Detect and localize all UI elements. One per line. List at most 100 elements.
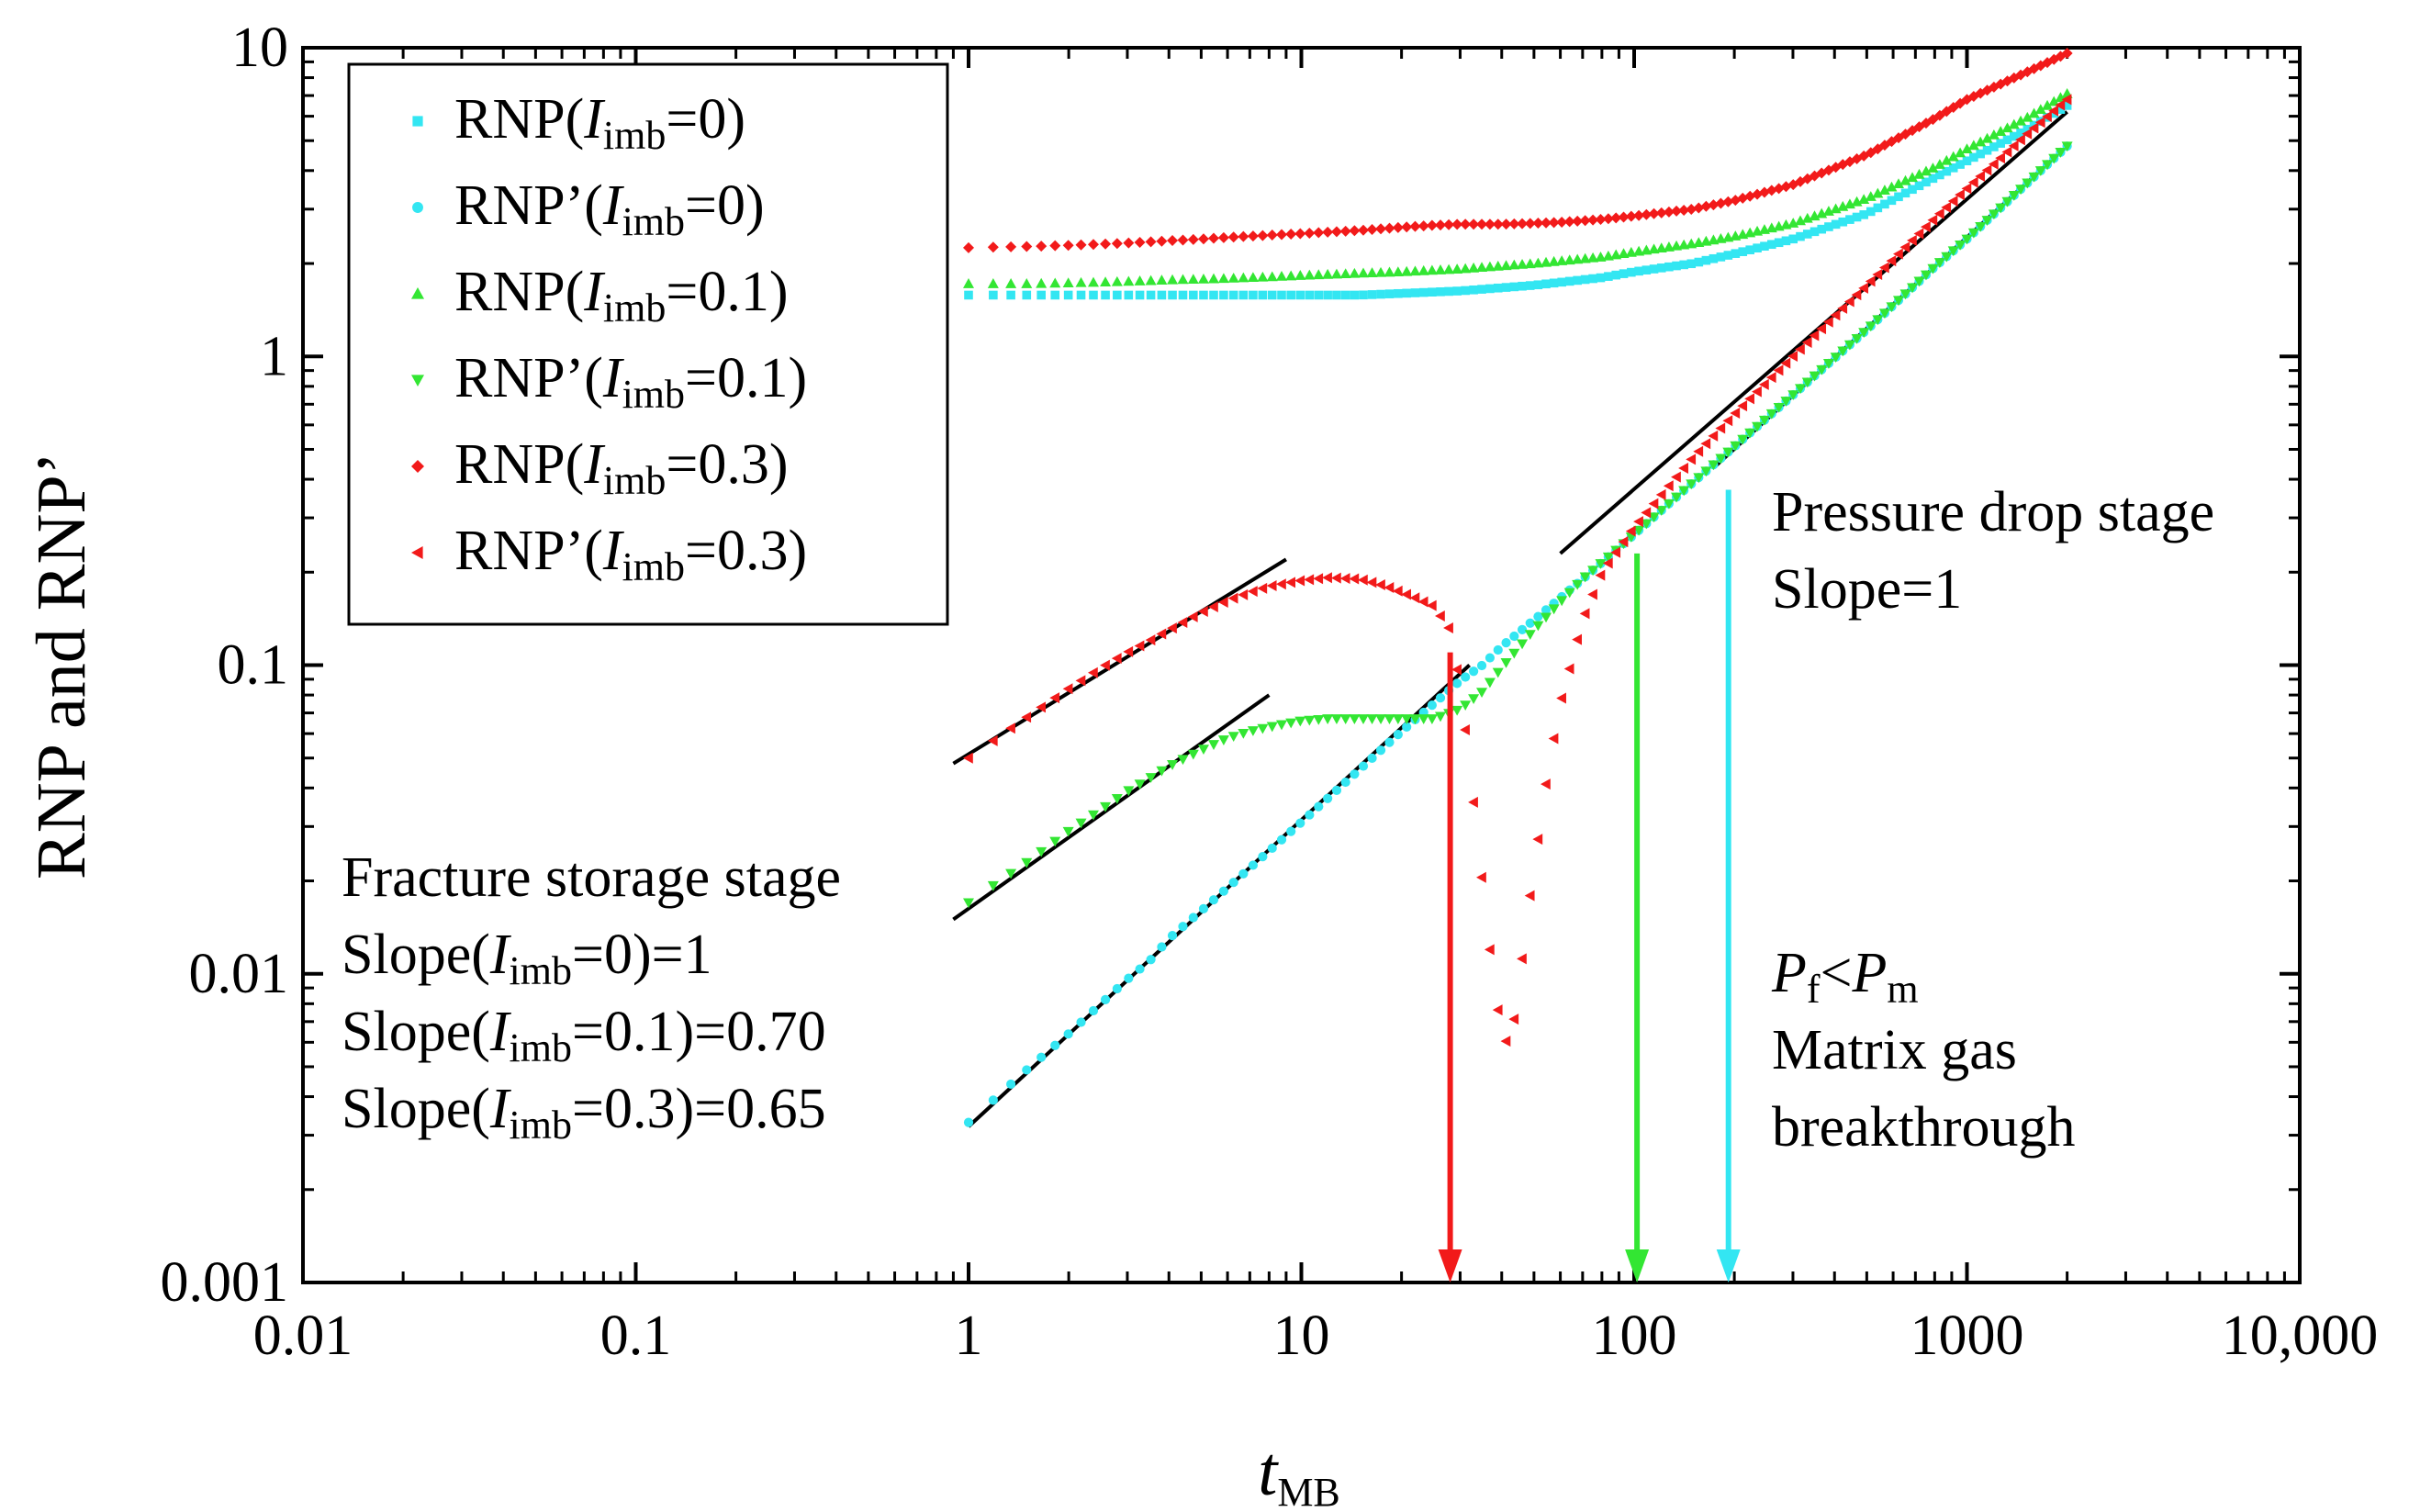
data-point xyxy=(1838,217,1848,227)
data-point xyxy=(1982,145,1992,155)
data-point xyxy=(1286,826,1296,836)
data-point xyxy=(1451,705,1463,716)
data-point xyxy=(1549,278,1559,288)
data-point xyxy=(1350,290,1360,300)
legend-marker xyxy=(411,546,423,559)
data-point xyxy=(1258,852,1268,862)
data-point xyxy=(1178,290,1188,300)
x-tick-label: 1000 xyxy=(1910,1305,2024,1367)
data-point xyxy=(1941,252,1953,263)
data-point xyxy=(1878,308,1890,319)
data-point xyxy=(1955,160,1965,169)
legend-marker xyxy=(412,116,423,127)
data-point xyxy=(2008,118,2020,129)
data-point xyxy=(1580,274,1590,285)
data-point xyxy=(1802,230,1812,239)
data-point xyxy=(1076,1017,1086,1027)
data-point xyxy=(1967,140,1979,151)
data-point xyxy=(1476,871,1486,883)
data-point xyxy=(2042,57,2054,69)
data-point xyxy=(2042,99,2054,110)
data-point xyxy=(1722,415,1733,427)
data-series xyxy=(963,47,2073,1127)
data-point xyxy=(1393,730,1403,740)
x-tick-label: 0.1 xyxy=(600,1305,672,1367)
data-point xyxy=(1088,1005,1099,1016)
data-point xyxy=(1339,225,1351,237)
arrow-cyan xyxy=(1716,489,1741,1282)
data-point xyxy=(1524,630,1536,641)
data-point xyxy=(2008,140,2019,151)
legend-marker xyxy=(411,460,424,473)
data-point xyxy=(1087,810,1099,821)
data-point xyxy=(2015,134,2025,146)
data-point xyxy=(2048,95,2060,106)
data-point xyxy=(1517,953,1527,965)
legend-marker xyxy=(411,287,424,299)
data-point xyxy=(1062,277,1074,288)
data-point xyxy=(1664,262,1674,272)
data-point xyxy=(1087,666,1098,678)
data-point xyxy=(1330,572,1341,584)
data-point xyxy=(2022,178,2034,189)
data-point xyxy=(1050,1040,1060,1050)
data-point xyxy=(1922,177,1931,187)
data-point xyxy=(1168,290,1177,300)
data-point xyxy=(1933,258,1945,268)
data-point xyxy=(1981,216,1993,226)
data-point xyxy=(1518,281,1527,291)
data-point xyxy=(1227,732,1239,743)
data-point xyxy=(1492,218,1504,230)
data-point xyxy=(1899,174,1911,185)
data-point xyxy=(1602,213,1614,225)
data-point xyxy=(1686,454,1697,465)
data-point xyxy=(1207,600,1218,612)
data-point xyxy=(1267,290,1277,300)
data-point xyxy=(1801,337,1812,349)
data-point xyxy=(1135,964,1145,974)
data-point xyxy=(1532,257,1544,268)
data-point xyxy=(1330,226,1342,238)
data-point xyxy=(1913,168,1925,179)
data-point xyxy=(1476,218,1488,230)
data-point xyxy=(1443,218,1455,230)
data-point xyxy=(1525,281,1535,290)
data-point xyxy=(1941,201,1952,213)
data-point xyxy=(1101,290,1110,300)
data-point xyxy=(2042,160,2054,171)
data-point xyxy=(2048,105,2059,117)
data-point xyxy=(1700,438,1711,450)
data-point xyxy=(1595,214,1607,226)
data-point xyxy=(1738,247,1748,256)
data-point xyxy=(1894,192,1903,202)
data-point xyxy=(1618,211,1630,223)
data-point xyxy=(1500,260,1512,271)
data-point xyxy=(1036,277,1048,288)
data-point xyxy=(1627,267,1636,277)
data-point xyxy=(1409,265,1421,276)
data-point xyxy=(1199,290,1208,300)
data-point xyxy=(1663,498,1675,510)
data-point xyxy=(1541,279,1551,289)
data-point xyxy=(1123,275,1135,286)
data-point xyxy=(1285,577,1295,588)
data-point xyxy=(1715,422,1726,434)
matrix-line-1: Matrix gas xyxy=(1772,1019,2017,1081)
data-point xyxy=(1021,857,1033,868)
data-point xyxy=(1100,659,1110,671)
series-5 xyxy=(963,94,2072,1047)
data-point xyxy=(1330,714,1342,724)
data-point xyxy=(1145,236,1157,248)
pressure-stage-title: Pressure drop stage xyxy=(1772,481,2214,543)
data-point xyxy=(1579,572,1591,583)
data-point xyxy=(1021,278,1033,288)
data-point xyxy=(1563,254,1575,265)
data-point xyxy=(1323,793,1333,803)
arrow-red xyxy=(1438,652,1462,1282)
data-point xyxy=(1005,722,1015,734)
data-point xyxy=(1238,230,1249,242)
data-point xyxy=(1227,592,1238,604)
data-point xyxy=(1686,479,1698,490)
data-point xyxy=(1693,473,1705,484)
data-point xyxy=(1197,273,1209,284)
